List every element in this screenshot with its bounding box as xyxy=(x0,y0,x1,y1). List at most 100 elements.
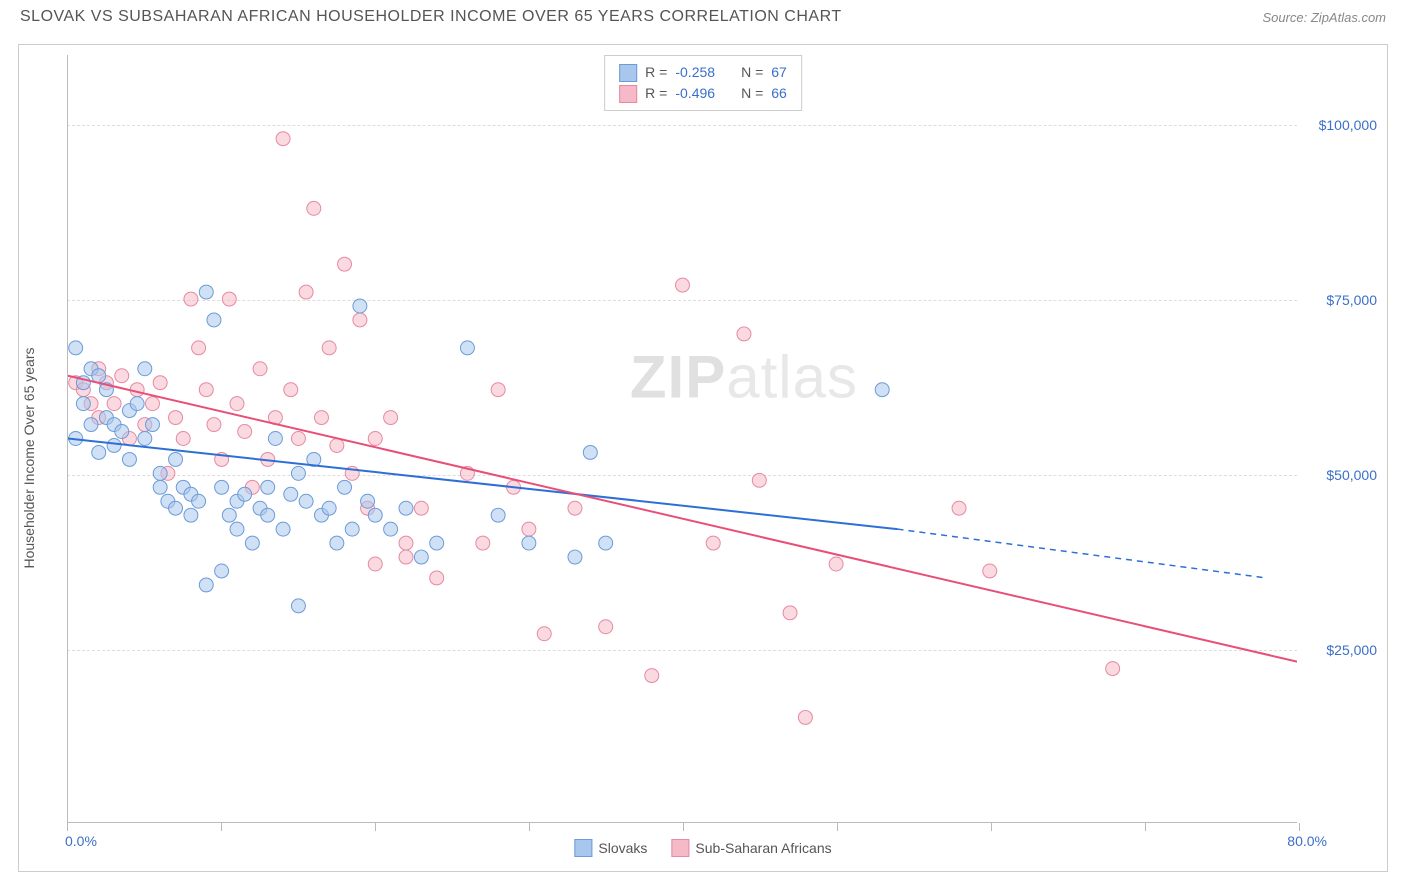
x-tick-mark xyxy=(1299,823,1300,831)
x-tick-mark xyxy=(991,823,992,831)
data-point xyxy=(115,369,129,383)
data-point xyxy=(414,501,428,515)
data-point xyxy=(430,536,444,550)
legend: Slovaks Sub-Saharan Africans xyxy=(574,839,831,857)
data-point xyxy=(261,480,275,494)
data-point xyxy=(522,536,536,550)
data-point xyxy=(215,480,229,494)
data-point xyxy=(330,536,344,550)
data-point xyxy=(875,383,889,397)
x-tick-label-max: 80.0% xyxy=(1287,833,1327,849)
data-point xyxy=(192,494,206,508)
data-point xyxy=(1106,662,1120,676)
data-point xyxy=(199,578,213,592)
data-point xyxy=(599,620,613,634)
data-point xyxy=(568,501,582,515)
data-point xyxy=(384,411,398,425)
data-point xyxy=(368,557,382,571)
y-tick-label: $75,000 xyxy=(1326,292,1377,308)
data-point xyxy=(268,432,282,446)
data-point xyxy=(706,536,720,550)
data-point xyxy=(307,201,321,215)
data-point xyxy=(491,508,505,522)
x-tick-mark xyxy=(221,823,222,831)
x-tick-label-min: 0.0% xyxy=(65,833,97,849)
data-point xyxy=(153,466,167,480)
data-point xyxy=(299,494,313,508)
data-point xyxy=(230,397,244,411)
data-point xyxy=(169,411,183,425)
n-label: N = xyxy=(741,62,763,83)
data-point xyxy=(115,425,129,439)
legend-label-slovaks: Slovaks xyxy=(598,840,647,856)
data-point xyxy=(245,536,259,550)
n-value-slovaks: 67 xyxy=(771,62,787,83)
n-value-subsaharan: 66 xyxy=(771,83,787,104)
data-point xyxy=(261,508,275,522)
data-point xyxy=(599,536,613,550)
data-point xyxy=(169,501,183,515)
data-point xyxy=(92,445,106,459)
data-point xyxy=(169,452,183,466)
data-point xyxy=(207,418,221,432)
data-point xyxy=(92,369,106,383)
data-point xyxy=(522,522,536,536)
data-point xyxy=(276,522,290,536)
data-point xyxy=(645,669,659,683)
data-point xyxy=(399,501,413,515)
data-point xyxy=(299,285,313,299)
data-point xyxy=(222,508,236,522)
data-point xyxy=(353,313,367,327)
swatch-slovaks xyxy=(619,64,637,82)
chart-title: SLOVAK VS SUBSAHARAN AFRICAN HOUSEHOLDER… xyxy=(20,8,842,26)
plot-area: ZIPatlas xyxy=(67,55,1297,823)
correlation-stats-box: R = -0.258 N = 67 R = -0.496 N = 66 xyxy=(604,55,802,111)
data-point xyxy=(222,292,236,306)
data-point xyxy=(215,564,229,578)
data-point xyxy=(284,383,298,397)
data-point xyxy=(153,480,167,494)
x-tick-mark xyxy=(837,823,838,831)
data-point xyxy=(230,522,244,536)
data-point xyxy=(176,432,190,446)
y-axis-label: Householder Income Over 65 years xyxy=(21,348,37,569)
data-point xyxy=(361,494,375,508)
x-tick-mark xyxy=(683,823,684,831)
data-point xyxy=(199,285,213,299)
data-point xyxy=(130,397,144,411)
data-point xyxy=(414,550,428,564)
data-point xyxy=(199,383,213,397)
swatch-subsaharan xyxy=(619,85,637,103)
data-point xyxy=(284,487,298,501)
data-point xyxy=(238,425,252,439)
data-point xyxy=(184,292,198,306)
data-point xyxy=(399,536,413,550)
data-point xyxy=(752,473,766,487)
y-tick-label: $25,000 xyxy=(1326,642,1377,658)
data-point xyxy=(84,418,98,432)
data-point xyxy=(138,432,152,446)
data-point xyxy=(338,480,352,494)
r-label: R = xyxy=(645,83,667,104)
data-point xyxy=(76,397,90,411)
x-tick-mark xyxy=(375,823,376,831)
data-point xyxy=(537,627,551,641)
data-point xyxy=(138,362,152,376)
data-point xyxy=(322,501,336,515)
data-point xyxy=(783,606,797,620)
y-tick-label: $50,000 xyxy=(1326,467,1377,483)
data-point xyxy=(583,445,597,459)
legend-item-subsaharan: Sub-Saharan Africans xyxy=(671,839,831,857)
chart-source: Source: ZipAtlas.com xyxy=(1262,10,1386,25)
data-point xyxy=(676,278,690,292)
data-point xyxy=(184,508,198,522)
r-value-subsaharan: -0.496 xyxy=(675,83,715,104)
data-point xyxy=(192,341,206,355)
n-label: N = xyxy=(741,83,763,104)
data-point xyxy=(122,452,136,466)
data-point xyxy=(952,501,966,515)
data-point xyxy=(737,327,751,341)
legend-item-slovaks: Slovaks xyxy=(574,839,647,857)
stats-row-subsaharan: R = -0.496 N = 66 xyxy=(619,83,787,104)
data-point xyxy=(276,132,290,146)
